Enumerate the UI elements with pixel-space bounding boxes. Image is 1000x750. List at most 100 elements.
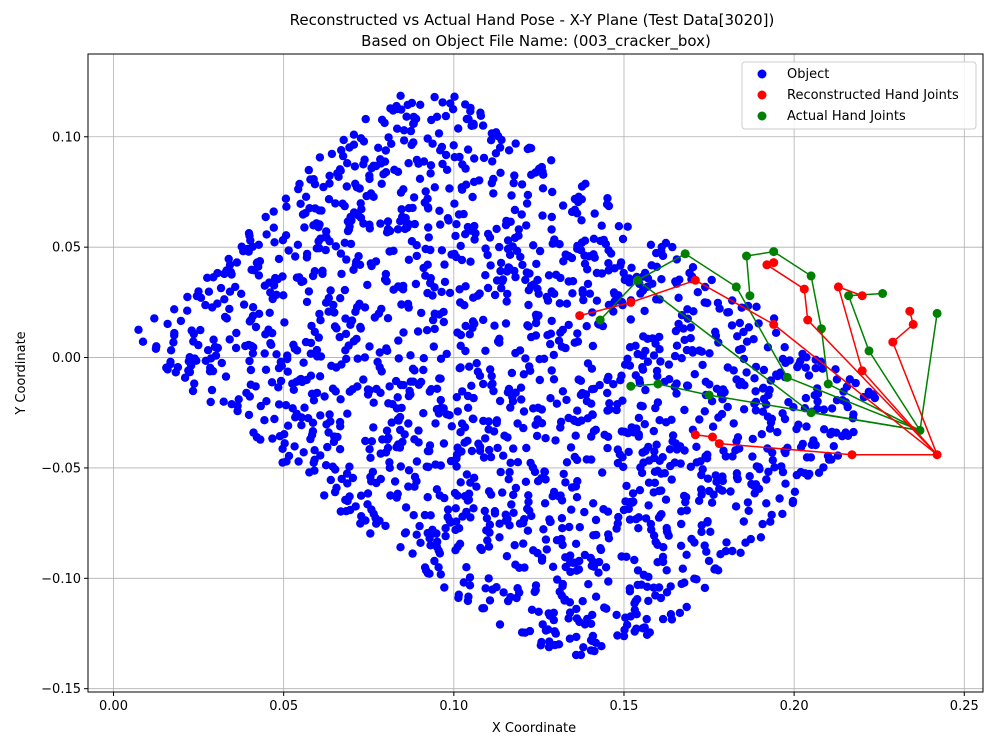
- object-point: [758, 519, 767, 529]
- object-point: [470, 235, 479, 244]
- object-point: [204, 287, 214, 296]
- object-point: [679, 491, 689, 501]
- object-point: [525, 269, 534, 278]
- object-point: [610, 264, 619, 273]
- object-point: [641, 385, 650, 395]
- object-point: [717, 409, 727, 419]
- object-point: [194, 287, 203, 296]
- object-point: [162, 363, 171, 372]
- object-point: [555, 587, 564, 596]
- object-point: [631, 341, 640, 350]
- object-point: [412, 530, 421, 539]
- reconstructed-hand-joint-point: [799, 284, 809, 294]
- x-tick-label: 0.10: [439, 699, 468, 714]
- object-point: [650, 478, 660, 487]
- object-point: [657, 275, 666, 284]
- object-point: [423, 194, 432, 203]
- object-point: [722, 538, 731, 547]
- object-point: [598, 468, 607, 477]
- object-point: [609, 380, 618, 389]
- object-point: [479, 315, 488, 325]
- object-point: [353, 354, 362, 363]
- object-point: [708, 422, 718, 431]
- object-point: [409, 193, 419, 202]
- object-point: [507, 191, 516, 200]
- object-point: [203, 273, 212, 282]
- object-point: [453, 443, 462, 452]
- object-point: [509, 490, 518, 500]
- reconstructed-hand-joint-point: [888, 337, 898, 347]
- object-point: [617, 552, 626, 561]
- object-point: [435, 374, 444, 383]
- object-point: [686, 334, 695, 343]
- object-point: [450, 199, 459, 208]
- object-point: [331, 242, 341, 251]
- object-point: [283, 421, 293, 430]
- object-point: [460, 438, 469, 447]
- object-point: [587, 561, 596, 571]
- object-point: [439, 317, 448, 327]
- object-point: [331, 199, 340, 208]
- object-point: [404, 482, 413, 491]
- object-point: [543, 625, 553, 634]
- actual-hand-joint-point: [878, 289, 888, 298]
- object-point: [436, 146, 445, 155]
- object-point: [359, 219, 368, 228]
- object-point: [526, 144, 536, 153]
- actual-hand-joint-point: [823, 379, 833, 389]
- object-point: [671, 277, 680, 286]
- object-point: [441, 111, 451, 121]
- object-point: [626, 315, 635, 324]
- object-point: [246, 365, 256, 375]
- object-point: [324, 293, 333, 303]
- actual-hand-joint-point: [731, 282, 741, 292]
- object-point: [623, 222, 632, 231]
- object-point: [724, 308, 734, 317]
- object-point: [462, 507, 471, 517]
- object-point: [739, 327, 748, 337]
- object-point: [638, 286, 648, 295]
- object-point: [538, 620, 547, 629]
- object-point: [281, 194, 291, 203]
- object-point: [345, 462, 354, 471]
- object-point: [519, 370, 528, 379]
- object-point: [726, 487, 735, 496]
- object-point: [519, 423, 528, 433]
- object-point: [381, 521, 390, 531]
- object-point: [473, 367, 483, 376]
- object-point: [455, 285, 464, 294]
- object-point: [505, 250, 515, 259]
- object-point: [441, 524, 450, 533]
- object-point: [377, 179, 386, 188]
- object-point: [399, 136, 409, 145]
- object-point: [389, 285, 398, 294]
- object-point: [490, 290, 500, 300]
- object-point: [522, 443, 531, 453]
- object-point: [615, 450, 624, 459]
- object-point: [613, 631, 622, 640]
- object-point: [728, 546, 737, 556]
- object-point: [648, 279, 657, 288]
- object-point: [171, 368, 180, 377]
- object-point: [571, 431, 580, 440]
- object-point: [242, 388, 251, 398]
- object-point: [365, 342, 374, 351]
- object-point: [778, 467, 788, 477]
- object-point: [718, 476, 727, 486]
- object-point: [651, 339, 660, 348]
- object-point: [729, 419, 738, 428]
- object-point: [369, 398, 378, 407]
- object-point: [495, 396, 505, 406]
- object-point: [304, 165, 313, 175]
- object-point: [506, 592, 515, 602]
- object-point: [396, 425, 405, 435]
- object-point: [282, 457, 291, 466]
- object-point: [810, 391, 819, 400]
- object-point: [677, 519, 686, 529]
- object-point: [558, 579, 567, 589]
- object-point: [384, 133, 393, 142]
- x-tick-label: 0.05: [269, 699, 298, 714]
- object-point: [439, 404, 448, 413]
- object-point: [349, 130, 359, 139]
- object-point: [605, 399, 614, 408]
